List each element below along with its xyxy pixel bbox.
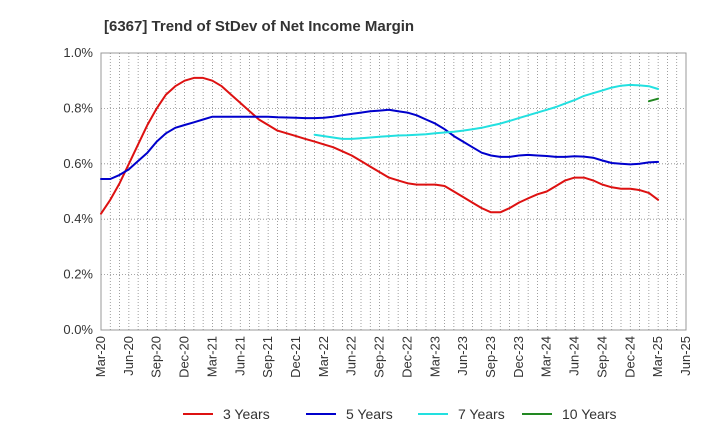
x-tick-label: Dec-24 [622,336,637,378]
x-axis-ticks: Mar-20 Jun-20 Sep-20 Dec-20 Mar-21 Jun-21 Sep-… [93,336,693,378]
legend-label-7-years: 7 Years [458,406,505,422]
x-tick-label: Jun-21 [232,336,247,376]
y-tick-label: 0.8% [63,100,93,115]
plot-frame [100,52,687,331]
x-tick-label: Dec-23 [511,336,526,378]
y-axis-ticks: 0.0% 0.2% 0.4% 0.6% 0.8% 1.0% [63,45,93,337]
x-tick-label: Dec-20 [177,336,192,378]
x-tick-label: Jun-22 [344,336,359,376]
series-lines [100,76,660,215]
series-line-10-years [647,97,660,103]
x-tick-label: Dec-21 [288,336,303,378]
x-tick-label: Mar-25 [650,336,665,377]
legend-label-5-years: 5 Years [346,406,393,422]
x-tick-label: Jun-25 [678,336,693,376]
x-tick-label: Mar-20 [93,336,108,377]
x-tick-label: Mar-24 [539,336,554,377]
legend: 3 Years 5 Years 7 Years 10 Years [183,406,617,422]
x-tick-label: Mar-21 [204,336,219,377]
x-tick-label: Sep-23 [483,336,498,378]
series-line-7-years [313,83,660,140]
x-tick-label: Sep-22 [372,336,387,378]
series-line-5-years [100,108,660,180]
x-tick-label: Sep-21 [260,336,275,378]
series-line-3-years [100,76,660,215]
y-tick-label: 0.2% [63,267,93,282]
chart-title: [6367] Trend of StDev of Net Income Marg… [104,18,414,35]
x-tick-label: Dec-22 [399,336,414,378]
grid [100,52,687,331]
legend-label-3-years: 3 Years [223,406,270,422]
y-tick-label: 0.6% [63,156,93,171]
y-tick-label: 0.0% [63,322,93,337]
x-tick-label: Jun-23 [455,336,470,376]
y-tick-label: 0.4% [63,211,93,226]
x-tick-label: Mar-22 [316,336,331,377]
x-tick-label: Sep-20 [149,336,164,378]
x-tick-label: Mar-23 [427,336,442,377]
x-tick-label: Jun-20 [121,336,136,376]
x-tick-label: Jun-24 [567,336,582,376]
y-tick-label: 1.0% [63,45,93,60]
x-tick-label: Sep-24 [594,336,609,378]
legend-label-10-years: 10 Years [562,406,617,422]
